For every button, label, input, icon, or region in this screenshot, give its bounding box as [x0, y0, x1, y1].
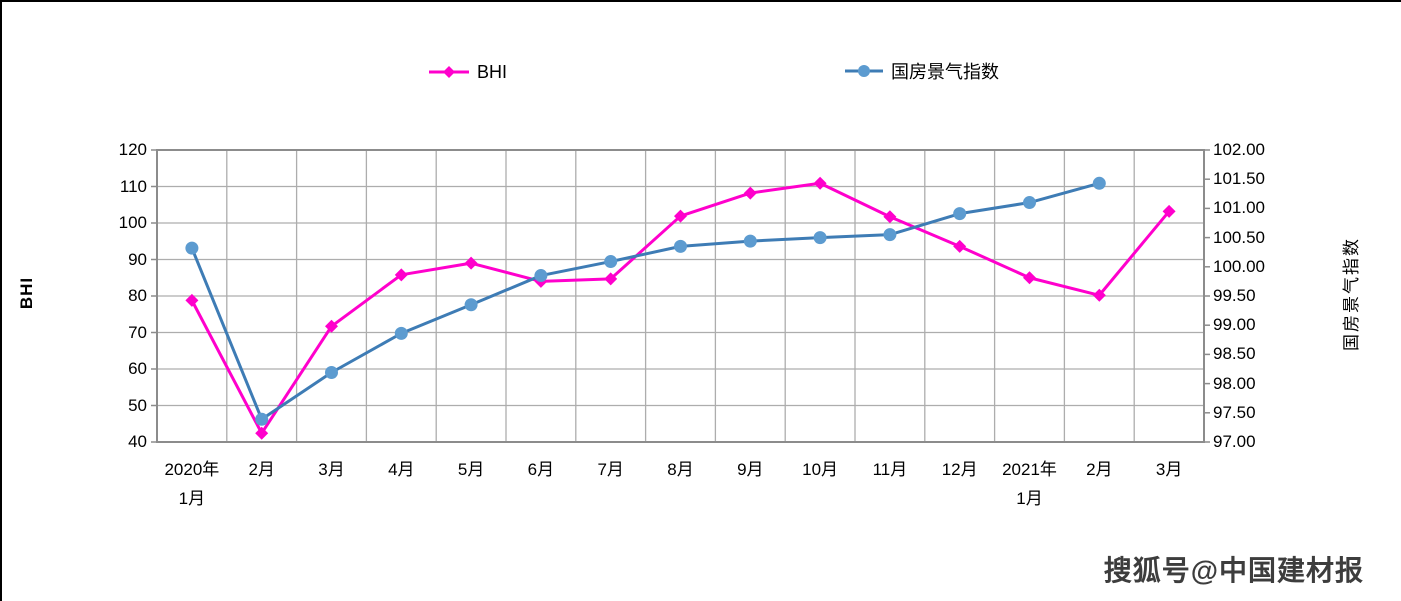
left-axis-tick-label: 40 [128, 432, 147, 451]
legend-item-bhi: BHI [428, 60, 507, 84]
x-axis-tick-label: 3月 [1155, 460, 1183, 479]
x-axis-tick-label: 12月 [941, 460, 978, 479]
x-axis-tick-label: 8月 [667, 460, 694, 479]
bhi-line-marker-icon [429, 66, 469, 78]
right-axis-tick-label: 101.50 [1213, 169, 1265, 189]
x-axis-tick-label: 2月 [248, 460, 275, 479]
x-axis-tick-label: 2月 [1086, 460, 1113, 479]
x-axis-tick-label: 3月 [318, 460, 345, 479]
x-axis-tick-label: 2021年 1月 [1002, 460, 1057, 508]
right-axis-tick-label: 98.00 [1213, 373, 1256, 393]
left-axis-tick-label: 100 [118, 213, 147, 232]
right-axis-tick-label: 101.00 [1213, 198, 1265, 218]
left-axis-tick-label: 120 [118, 140, 147, 159]
x-axis-tick-label: 11月 [872, 460, 908, 479]
right-axis-tick-label: 98.50 [1213, 344, 1256, 364]
x-axis-tick-label: 9月 [737, 460, 764, 479]
x-axis-tick-label: 10月 [802, 460, 839, 479]
left-axis-tick-label: 110 [119, 176, 147, 196]
right-axis-tick-label: 97.00 [1213, 432, 1256, 451]
right-axis-tick-label: 100.00 [1213, 256, 1265, 276]
left-axis-tick-label: 50 [128, 395, 147, 415]
right-axis-tick-label: 102.00 [1213, 140, 1265, 159]
right-axis-tick-label: 99.00 [1213, 315, 1256, 335]
x-axis-tick-label: 7月 [597, 460, 624, 479]
right-axis-tick-label: 100.50 [1213, 227, 1265, 247]
x-axis-tick-label: 5月 [457, 460, 485, 479]
left-axis-tick-label: 60 [128, 359, 147, 378]
x-axis-tick-label: 2020年 1月 [164, 460, 220, 508]
legend-item-climate-index: 国房景气指数 [844, 59, 999, 83]
watermark-text: 搜狐号@中国建材报 [1103, 555, 1364, 586]
right-axis-tick-label: 99.50 [1213, 286, 1256, 305]
legend-label-climate-index: 国房景气指数 [891, 62, 999, 82]
left-axis-tick-label: 90 [128, 249, 147, 269]
x-axis-tick-label: 4月 [388, 460, 415, 479]
left-axis-tick-label: 70 [128, 322, 147, 342]
left-axis-tick-label: 80 [128, 286, 147, 305]
climate-index-line-marker-icon [845, 65, 883, 77]
x-axis-tick-label: 6月 [527, 460, 555, 479]
legend-label-bhi: BHI [477, 61, 508, 82]
right-axis-tick-label: 97.50 [1213, 402, 1256, 422]
